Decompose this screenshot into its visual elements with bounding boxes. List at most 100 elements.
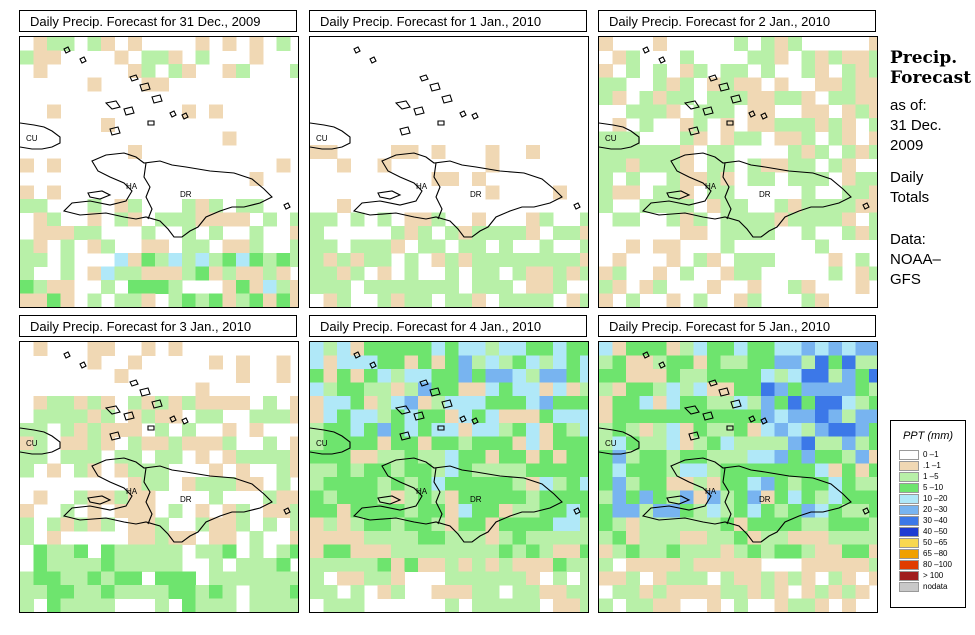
precip-cell [580,450,588,464]
precip-cell [222,423,237,437]
precip-cell [485,145,500,159]
precip-cell [310,463,324,478]
precip-cell [337,396,351,410]
precip-cell [472,531,486,545]
precip-cell [114,544,129,559]
precip-cell [566,369,581,383]
precip-cell [680,199,694,213]
legend-label: 50 –65 [923,538,948,547]
precip-cell [566,463,581,478]
precip-cell [580,369,588,383]
precip-cell [276,409,291,424]
precip-cell [47,409,61,424]
precip-cell [485,517,500,532]
legend-label: 20 –30 [923,505,948,514]
precip-cell [377,266,392,281]
precip-cell [337,266,351,281]
precip-cell [788,118,802,132]
precip-cell [612,463,627,478]
precip-cell [249,199,264,213]
precip-cell [60,37,75,51]
precip-cell [612,266,627,281]
precip-cell [485,355,500,370]
precip-cell [168,64,183,78]
precip-cell [128,517,142,532]
precip-cell [323,253,338,267]
precip-cell [87,239,102,254]
precip-cell [236,504,250,518]
precip-cell [249,531,264,545]
precip-cell [666,172,681,186]
precip-cell [350,504,365,518]
precip-cell [580,239,588,254]
precip-cell [815,585,829,599]
precip-cell [195,517,210,532]
precip-cell [553,544,567,559]
precip-cell [747,280,762,294]
precip-cell [653,37,667,51]
precip-cell [828,253,843,267]
precip-cell [774,396,789,410]
precip-cell [626,423,640,437]
precip-cell [445,355,459,370]
coastline-path [419,74,429,82]
coastline [310,46,581,238]
precip-cell [815,77,829,92]
precip-cell [431,558,446,572]
precip-cell [195,436,210,451]
precip-cell [128,253,142,267]
precip-cell [512,293,527,307]
precip-cell [539,396,554,410]
precip-cell [693,172,708,186]
precip-cell [815,558,829,572]
forecast-panel-5: Daily Precip. Forecast for 4 Jan., 2010 … [309,315,589,613]
precip-cell [526,212,540,227]
precip-cell [512,504,527,518]
precip-cell [276,490,291,505]
precip-cell [707,355,721,370]
precip-cell [364,423,378,437]
precip-cell [653,463,667,478]
precip-cell [734,571,748,586]
precip-cell [626,239,640,254]
precip-cell [666,571,681,586]
coastline-path [147,120,155,126]
precip-cell [566,544,581,559]
precip-cell [458,450,473,464]
precip-cell [350,463,365,478]
precip-cell [74,544,88,559]
precip-cell [128,355,142,370]
precip-cell [653,423,667,437]
precip-cell [653,517,667,532]
precip-cell [693,450,708,464]
precip-cell [539,450,554,464]
precip-cell [323,477,338,491]
panel-title: Daily Precip. Forecast for 2 Jan., 2010 [598,10,876,32]
precip-cell [720,172,735,186]
precip-cell [734,423,748,437]
precip-cell [128,463,142,478]
precip-cell [263,266,277,281]
precip-cell [222,396,237,410]
precip-cell [666,212,681,227]
precip-cell [472,598,486,612]
coastline-path [109,126,121,136]
precip-cell [337,382,351,397]
precip-cell [612,280,627,294]
precip-cell [310,253,324,267]
forecast-panel-6: Daily Precip. Forecast for 5 Jan., 2010 … [598,315,878,613]
precip-cell [222,544,237,559]
precip-cell [236,266,250,281]
precip-cell [236,239,250,254]
precip-cell [626,212,640,227]
precip-cell [761,517,775,532]
precip-cell [599,382,613,397]
precip-cell [310,544,324,559]
precip-map: CU HA DR [598,36,878,308]
precip-cell [512,253,527,267]
precip-cell [114,585,129,599]
precip-cell [842,463,856,478]
precip-cell [747,77,762,92]
precip-cell [445,293,459,307]
precip-cell [566,293,581,307]
